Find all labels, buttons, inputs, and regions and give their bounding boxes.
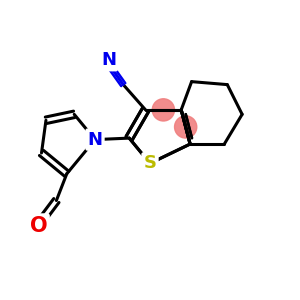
Text: S: S bbox=[143, 154, 157, 172]
Circle shape bbox=[152, 99, 175, 121]
Text: N: N bbox=[101, 51, 116, 69]
Text: O: O bbox=[30, 216, 47, 236]
Text: N: N bbox=[88, 130, 103, 148]
Circle shape bbox=[175, 116, 197, 138]
